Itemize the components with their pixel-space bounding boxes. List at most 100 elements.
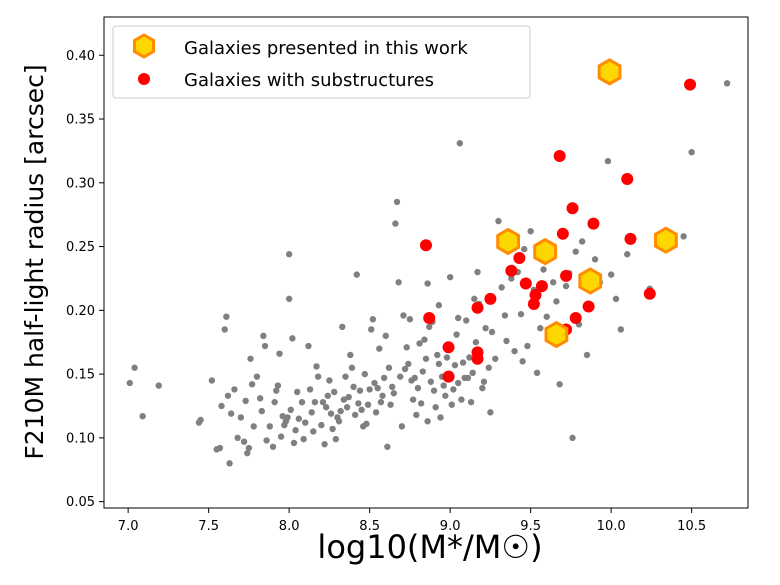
- gray-point: [437, 414, 444, 421]
- legend-hexagon-marker: [132, 33, 156, 59]
- gray-point: [269, 443, 277, 450]
- series-this-work: [496, 58, 678, 349]
- gray-point: [376, 345, 383, 352]
- gray-point: [363, 420, 370, 428]
- gray-point: [688, 148, 695, 156]
- gray-point: [271, 398, 278, 406]
- red-point: [471, 352, 484, 365]
- gray-point: [242, 397, 249, 405]
- gray-point: [427, 378, 435, 385]
- gray-point: [240, 438, 248, 445]
- gray-point: [572, 248, 579, 255]
- x-axis-ticks: 7.0 7.5 8.0 8.5 9.0 9.5 10.0 10.5: [118, 508, 706, 534]
- gray-point: [442, 392, 449, 399]
- gray-point: [310, 428, 317, 435]
- red-point: [442, 341, 455, 354]
- gray-point: [591, 256, 599, 263]
- y-tick-label: 0.10: [66, 431, 95, 446]
- gray-point: [495, 217, 502, 225]
- gray-point: [479, 384, 486, 392]
- gray-point: [393, 198, 401, 206]
- gray-point: [216, 444, 224, 452]
- gray-point: [131, 364, 138, 371]
- gray-point: [285, 295, 293, 303]
- gray-point: [348, 364, 356, 371]
- gray-point: [339, 323, 346, 331]
- gray-point: [388, 383, 396, 391]
- gray-point: [379, 392, 386, 399]
- gray-point: [511, 347, 518, 355]
- y-tick-label: 0.15: [66, 368, 95, 383]
- gray-point: [440, 382, 447, 389]
- x-tick-label: 8.0: [279, 519, 300, 534]
- gray-point: [458, 396, 465, 403]
- gray-point: [443, 354, 451, 361]
- gray-point: [487, 409, 494, 416]
- gray-point: [276, 350, 283, 357]
- gray-point: [392, 220, 399, 227]
- gray-point: [398, 423, 406, 430]
- gray-point: [411, 374, 418, 382]
- gray-point: [540, 266, 547, 273]
- gray-point: [321, 441, 328, 448]
- gray-point: [435, 302, 443, 309]
- gray-point: [226, 460, 233, 467]
- gray-point: [218, 402, 225, 410]
- y-axis-label: F210M half-light radius [arcsec]: [20, 64, 49, 459]
- gray-point: [351, 411, 359, 419]
- gray-point: [234, 434, 241, 442]
- hexagon-point: [578, 267, 603, 295]
- gray-point: [329, 425, 336, 433]
- legend-label-substructures: Galaxies with substructures: [184, 70, 434, 91]
- gray-point: [521, 245, 528, 253]
- gray-point: [353, 271, 360, 278]
- gray-point: [377, 398, 385, 406]
- gray-point: [382, 332, 389, 340]
- gray-point: [463, 317, 470, 324]
- gray-point: [258, 407, 265, 415]
- gray-point: [266, 423, 274, 430]
- gray-point: [456, 140, 464, 147]
- gray-point: [419, 368, 426, 375]
- gray-point: [604, 157, 612, 165]
- gray-point: [434, 351, 441, 359]
- gray-point: [549, 279, 557, 286]
- gray-point: [155, 382, 162, 389]
- gray-point: [342, 373, 349, 380]
- gray-point: [467, 398, 475, 406]
- gray-point: [368, 326, 375, 333]
- red-point: [560, 269, 573, 282]
- legend-hexagon-shape: [132, 33, 156, 59]
- red-point: [423, 311, 436, 324]
- gray-point: [422, 355, 430, 362]
- gray-point: [469, 369, 476, 377]
- x-tick-label: 10.0: [597, 519, 626, 534]
- gray-point: [501, 312, 509, 319]
- gray-point: [223, 313, 230, 320]
- gray-point: [426, 323, 433, 331]
- gray-point: [406, 316, 414, 323]
- gray-point: [298, 398, 306, 406]
- gray-point: [295, 415, 303, 422]
- gray-point: [314, 373, 322, 380]
- red-point: [484, 292, 497, 305]
- red-point: [684, 78, 697, 91]
- x-tick-label: 9.0: [440, 519, 461, 534]
- gray-point: [356, 387, 364, 394]
- gray-point: [331, 388, 338, 396]
- gray-point: [466, 354, 473, 361]
- gray-point: [277, 433, 285, 440]
- gray-point: [453, 331, 460, 338]
- gray-point: [435, 360, 443, 368]
- gray-point: [537, 324, 544, 332]
- x-axis-label: log10(M*/M☉): [317, 528, 542, 566]
- gray-point: [247, 355, 254, 362]
- gray-point: [455, 379, 462, 387]
- y-tick-label: 0.25: [66, 240, 95, 255]
- gray-point: [319, 398, 327, 406]
- gray-point: [508, 275, 515, 282]
- gray-point: [430, 387, 438, 394]
- gray-point: [343, 404, 351, 411]
- gray-point: [421, 336, 428, 343]
- x-tick-label: 7.5: [198, 519, 219, 534]
